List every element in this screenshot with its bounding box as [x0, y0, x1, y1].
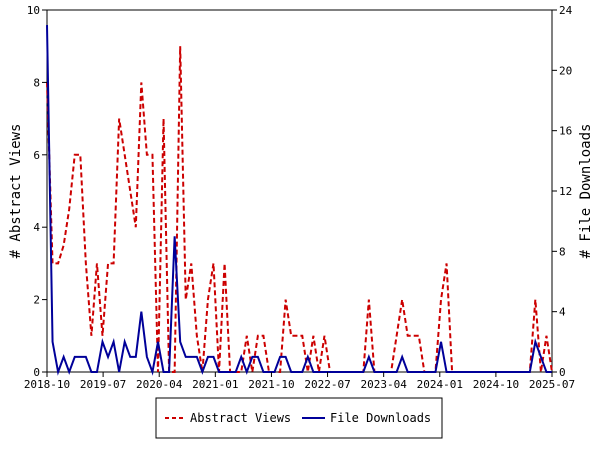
y2-tick-label: 8 — [559, 245, 566, 258]
y-tick-label: 10 — [27, 4, 40, 17]
y2-tick-label: 12 — [559, 185, 572, 198]
y-tick-label: 8 — [33, 76, 40, 89]
x-tick-label: 2023-04 — [360, 378, 407, 391]
y-tick-label: 0 — [33, 366, 40, 379]
y-axis-label: # Abstract Views — [8, 124, 24, 259]
y2-axis-label: # File Downloads — [578, 124, 594, 259]
legend-box — [155, 397, 443, 439]
series-line-abstract-views — [46, 46, 553, 373]
series-layer — [46, 25, 553, 376]
series-line-file-downloads — [46, 25, 552, 376]
x-tick-label: 2019-07 — [80, 378, 126, 391]
x-tick-label: 2018-10 — [24, 378, 70, 391]
x-tick-label: 2020-04 — [136, 378, 183, 391]
y2-tick-label: 20 — [559, 64, 572, 77]
plot-area — [46, 9, 553, 373]
legend-label-file-downloads: File Downloads — [330, 411, 431, 425]
y2-tick-label: 24 — [559, 4, 573, 17]
x-tick-label: 2024-01 — [417, 378, 463, 391]
y-tick-label: 2 — [33, 294, 40, 307]
y-tick-label: 6 — [33, 149, 40, 162]
x-tick-label: 2025-07 — [529, 378, 575, 391]
y2-tick-label: 4 — [559, 306, 566, 319]
y2-tick-label: 0 — [559, 366, 566, 379]
y2-tick-label: 16 — [559, 125, 572, 138]
x-tick-label: 2021-01 — [192, 378, 238, 391]
x-tick-label: 2024-10 — [473, 378, 519, 391]
y-tick-label: 4 — [33, 221, 40, 234]
legend: Abstract Views File Downloads — [155, 397, 443, 439]
legend-label-abstract-views: Abstract Views — [190, 411, 291, 425]
x-tick-label: 2022-07 — [304, 378, 350, 391]
x-tick-label: 2021-10 — [248, 378, 294, 391]
